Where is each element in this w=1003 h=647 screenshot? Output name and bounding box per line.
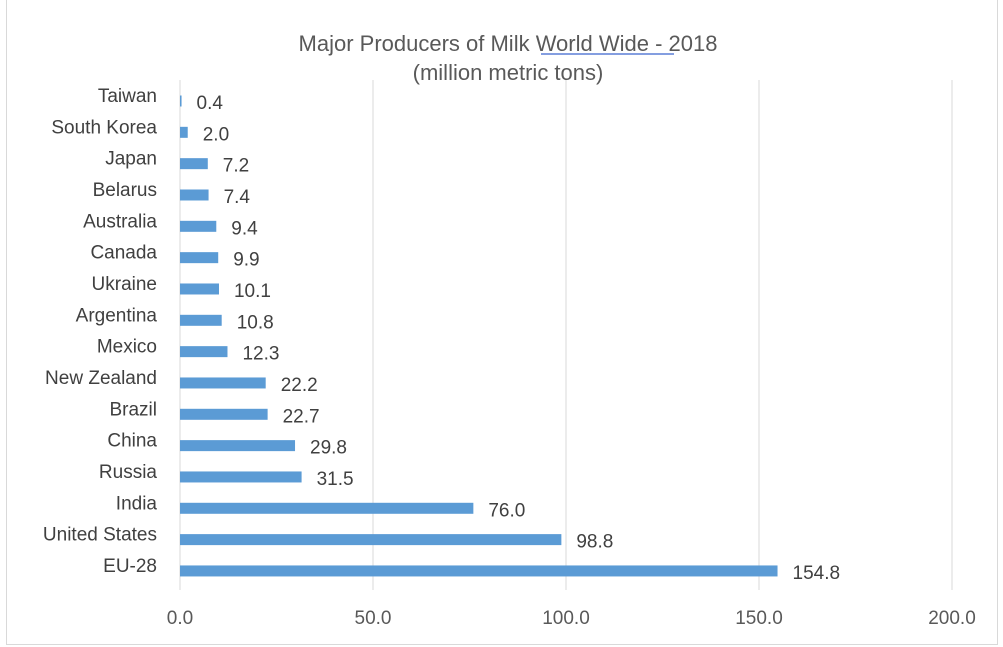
x-tick-label: 50.0: [355, 608, 392, 629]
bar: [180, 126, 188, 138]
bar: [180, 158, 208, 170]
data-label: 7.2: [223, 156, 249, 177]
bar: [180, 471, 302, 483]
data-label: 12.3: [242, 344, 279, 365]
x-tick-label: 0.0: [167, 608, 193, 629]
data-label: 76.0: [488, 500, 525, 521]
bar: [180, 252, 219, 264]
category-label: Taiwan: [98, 86, 157, 107]
data-label: 98.8: [576, 532, 613, 553]
bar: [180, 283, 219, 295]
bar: [180, 408, 268, 420]
x-tick-label: 200.0: [928, 608, 976, 629]
category-label: United States: [43, 525, 157, 546]
category-label: Australia: [83, 211, 157, 232]
data-label: 10.1: [234, 281, 271, 302]
category-label: EU-28: [103, 556, 157, 577]
data-label: 10.8: [237, 312, 274, 333]
category-label: Brazil: [109, 399, 157, 420]
category-label: India: [116, 493, 158, 514]
x-tick-label: 150.0: [735, 608, 783, 629]
data-label: 7.4: [224, 187, 251, 208]
data-label: 2.0: [203, 124, 229, 145]
bar: [180, 189, 209, 201]
bar: [180, 346, 228, 358]
category-label: Russia: [99, 462, 158, 483]
category-label: Ukraine: [92, 274, 157, 295]
category-label: Mexico: [97, 337, 157, 358]
chart-title: Major Producers of Milk World Wide - 201…: [299, 31, 718, 56]
bar: [180, 377, 266, 389]
category-label: Canada: [90, 243, 157, 264]
bar: [180, 220, 217, 232]
data-label: 22.7: [283, 406, 320, 427]
bar: [180, 502, 474, 514]
data-labels: 0.4 2.0 7.2 7.4 9.4 9.9 10.1 10.8 12.322.2 22.7 29…: [197, 93, 841, 584]
category-label: South Korea: [51, 117, 157, 138]
data-label: 9.4: [231, 218, 258, 239]
bar: [180, 440, 296, 452]
data-label: 0.4: [197, 93, 224, 114]
category-labels: Taiwan South Korea Japan Belarus Australia Ca…: [43, 86, 158, 577]
bar: [180, 95, 182, 107]
chart-subtitle: (million metric tons): [413, 60, 604, 85]
data-label: 22.2: [281, 375, 318, 396]
category-label: Belarus: [93, 180, 157, 201]
bar: [180, 534, 562, 546]
x-tick-labels: 0.0 50.0 100.0 150.0 200.0: [167, 608, 976, 629]
data-label: 9.9: [233, 250, 259, 271]
category-label: China: [107, 431, 157, 452]
bars: [180, 95, 778, 577]
x-tick-label: 100.0: [542, 608, 590, 629]
bar: [180, 565, 778, 577]
category-label: Japan: [105, 149, 157, 170]
data-label: 154.8: [793, 563, 841, 584]
category-label: Argentina: [76, 305, 158, 326]
data-label: 31.5: [317, 469, 354, 490]
bar: [180, 314, 222, 326]
data-label: 29.8: [310, 438, 347, 459]
category-label: New Zealand: [45, 368, 157, 389]
